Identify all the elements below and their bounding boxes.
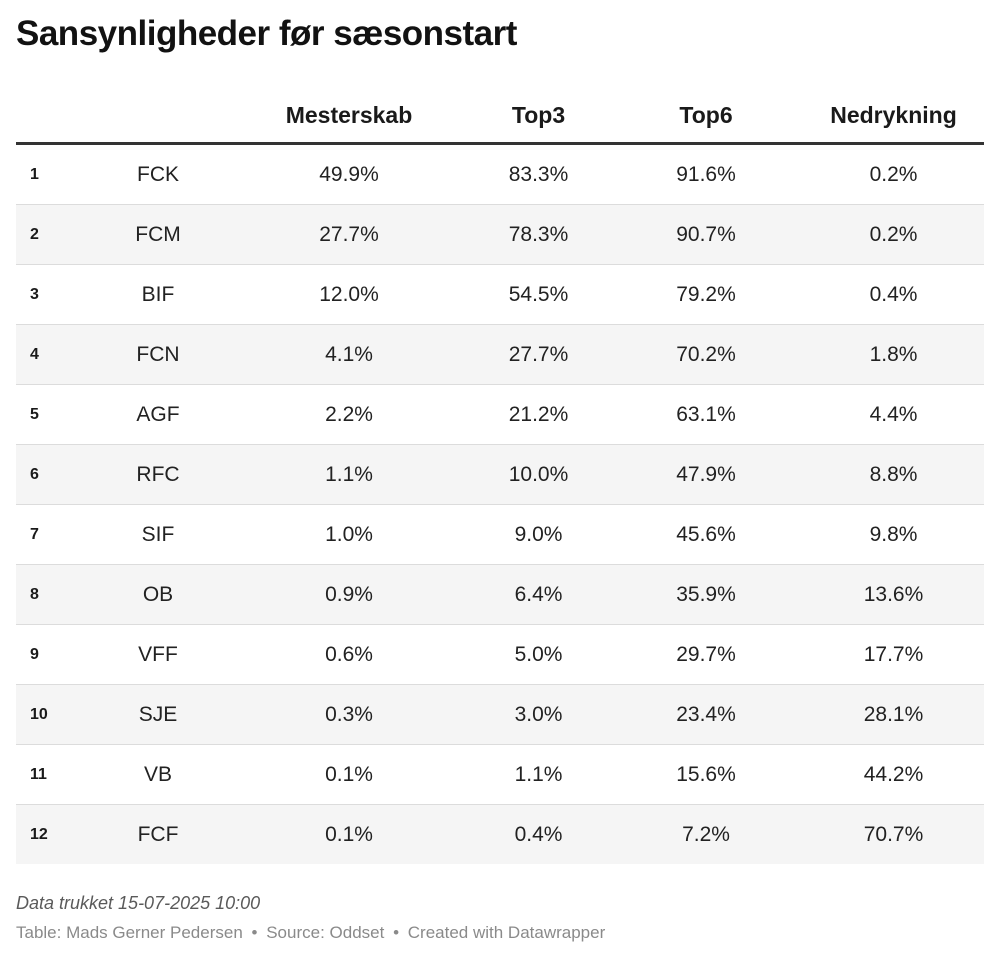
top3-cell: 5.0% <box>514 643 563 666</box>
table-row: 6 RFC 1.1% 10.0% 47.9% 8.8% <box>16 445 984 505</box>
team-cell: RFC <box>136 463 180 486</box>
mesterskab-cell: 4.1% <box>325 343 373 366</box>
top6-cell: 35.9% <box>676 583 736 606</box>
mesterskab-cell: 1.1% <box>325 463 373 486</box>
rank-cell: 12 <box>30 826 48 843</box>
team-cell: SJE <box>138 703 178 726</box>
nedrykning-cell: 28.1% <box>863 703 924 726</box>
nedrykning-cell: 70.7% <box>863 823 924 846</box>
table-body: 1 FCK 49.9% 83.3% 91.6% 0.2% 2 FCM 27.7% 78.3% 90.… <box>16 145 984 864</box>
nedrykning-cell: 13.6% <box>863 583 924 606</box>
top3-cell: 0.4% <box>514 823 563 846</box>
team-cell: FCM <box>135 223 181 246</box>
table-row: 1 FCK 49.9% 83.3% 91.6% 0.2% <box>16 145 984 205</box>
mesterskab-cell: 1.0% <box>325 523 373 546</box>
mesterskab-cell: 0.3% <box>325 703 373 726</box>
footer-separator: • <box>393 923 400 942</box>
team-cell: BIF <box>141 283 175 306</box>
rank-cell: 5 <box>30 406 39 423</box>
top6-cell: 7.2% <box>682 823 730 846</box>
table-footer: Table: Mads Gerner Pedersen • Source: Od… <box>16 923 605 943</box>
nedrykning-cell: 0.2% <box>869 223 918 246</box>
footer-credit: Table: Mads Gerner Pedersen <box>16 923 243 942</box>
mesterskab-cell: 0.6% <box>325 643 373 666</box>
mesterskab-cell: 27.7% <box>319 223 379 246</box>
top6-cell: 47.9% <box>676 463 736 486</box>
top3-cell: 9.0% <box>514 523 563 546</box>
table-row: 7 SIF 1.0% 9.0% 45.6% 9.8% <box>16 505 984 565</box>
column-header-mesterskab: Mesterskab <box>285 102 413 128</box>
mesterskab-cell: 0.1% <box>325 763 373 786</box>
table-notes: Data trukket 15-07-2025 10:00 <box>16 893 261 913</box>
rank-cell: 2 <box>30 226 39 243</box>
nedrykning-cell: 0.2% <box>869 163 918 186</box>
column-header-top3: Top3 <box>511 102 566 128</box>
rank-cell: 4 <box>30 346 39 363</box>
table-row: 9 VFF 0.6% 5.0% 29.7% 17.7% <box>16 625 984 685</box>
top6-cell: 70.2% <box>676 343 736 366</box>
top3-cell: 1.1% <box>514 763 563 786</box>
team-cell: AGF <box>136 403 180 426</box>
nedrykning-cell: 0.4% <box>869 283 918 306</box>
nedrykning-cell: 9.8% <box>869 523 918 546</box>
team-cell: SIF <box>141 523 175 546</box>
team-cell: FCF <box>137 823 179 846</box>
rank-cell: 11 <box>30 766 47 783</box>
nedrykning-cell: 17.7% <box>863 643 924 666</box>
rank-cell: 10 <box>30 706 48 723</box>
rank-cell: 7 <box>30 526 39 543</box>
table-row: 10 SJE 0.3% 3.0% 23.4% 28.1% <box>16 685 984 745</box>
probability-table: Mesterskab Top3 Top6 Nedrykning 1 FCK 49.9… <box>16 86 984 864</box>
table-row: 8 OB 0.9% 6.4% 35.9% 13.6% <box>16 565 984 625</box>
top3-cell: 83.3% <box>508 163 569 186</box>
top6-cell: 90.7% <box>676 223 736 246</box>
mesterskab-cell: 0.9% <box>325 583 373 606</box>
top3-cell: 54.5% <box>508 283 569 306</box>
nedrykning-cell: 8.8% <box>869 463 918 486</box>
mesterskab-cell: 0.1% <box>325 823 373 846</box>
mesterskab-cell: 12.0% <box>319 283 379 306</box>
rank-cell: 3 <box>30 286 39 303</box>
footer-source: Source: Oddset <box>266 923 385 942</box>
top3-cell: 6.4% <box>514 583 563 606</box>
footer-separator: • <box>251 923 258 942</box>
top3-cell: 27.7% <box>508 343 569 366</box>
top6-cell: 79.2% <box>676 283 736 306</box>
mesterskab-cell: 2.2% <box>325 403 373 426</box>
table-header: Mesterskab Top3 Top6 Nedrykning <box>16 86 984 145</box>
footer-created-with: Created with Datawrapper <box>407 923 606 942</box>
team-cell: VB <box>143 763 172 786</box>
rank-cell: 1 <box>30 166 39 183</box>
top3-cell: 3.0% <box>514 703 563 726</box>
top3-cell: 21.2% <box>508 403 569 426</box>
nedrykning-cell: 1.8% <box>869 343 918 366</box>
rank-cell: 9 <box>30 646 39 663</box>
table-row: 4 FCN 4.1% 27.7% 70.2% 1.8% <box>16 325 984 385</box>
rank-cell: 8 <box>30 586 39 603</box>
top6-cell: 23.4% <box>676 703 736 726</box>
mesterskab-cell: 49.9% <box>319 163 379 186</box>
top6-cell: 63.1% <box>676 403 736 426</box>
column-header-top6: Top6 <box>679 102 733 128</box>
team-cell: FCK <box>137 163 179 186</box>
team-cell: FCN <box>136 343 180 366</box>
chart-title: Sansynligheder før sæsonstart <box>16 14 517 53</box>
nedrykning-cell: 44.2% <box>863 763 924 786</box>
table-row: 12 FCF 0.1% 0.4% 7.2% 70.7% <box>16 805 984 864</box>
rank-cell: 6 <box>30 466 39 483</box>
top3-cell: 10.0% <box>508 463 569 486</box>
table-row: 3 BIF 12.0% 54.5% 79.2% 0.4% <box>16 265 984 325</box>
nedrykning-cell: 4.4% <box>869 403 918 426</box>
top6-cell: 29.7% <box>676 643 736 666</box>
top6-cell: 15.6% <box>676 763 736 786</box>
table-row: 5 AGF 2.2% 21.2% 63.1% 4.4% <box>16 385 984 445</box>
top6-cell: 45.6% <box>676 523 736 546</box>
top6-cell: 91.6% <box>676 163 736 186</box>
team-cell: VFF <box>138 643 178 666</box>
table-row: 11 VB 0.1% 1.1% 15.6% 44.2% <box>16 745 984 805</box>
table-row: 2 FCM 27.7% 78.3% 90.7% 0.2% <box>16 205 984 265</box>
top3-cell: 78.3% <box>508 223 569 246</box>
team-cell: OB <box>142 583 174 606</box>
column-header-nedrykning: Nedrykning <box>830 102 957 128</box>
